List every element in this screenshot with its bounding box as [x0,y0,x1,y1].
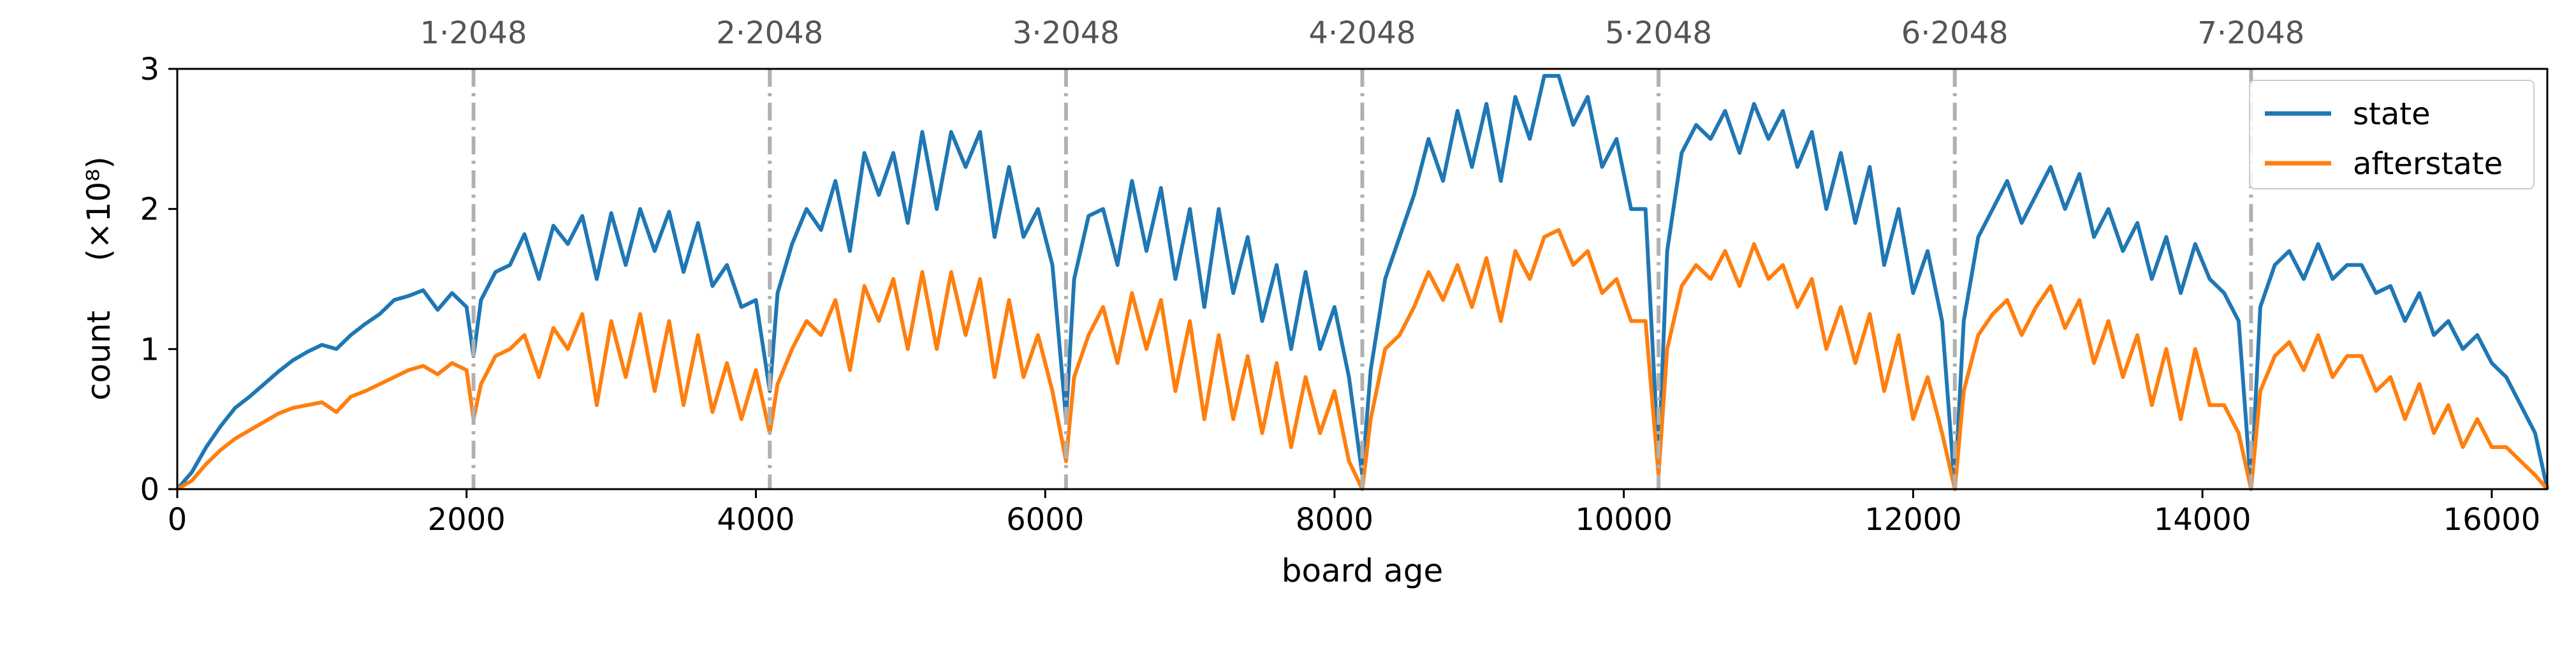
y-axis-ticks: 0 1 2 3 [140,52,177,508]
y-tick-label: 3 [140,52,159,87]
reference-line-label: 7·2048 [2197,15,2304,51]
y-tick-label: 2 [140,192,159,228]
x-tick-label: 6000 [1006,502,1084,538]
x-tick-label: 14000 [2154,502,2251,538]
x-tick-label: 10000 [1575,502,1672,538]
y-axis-multiplier: (×10⁸) [80,156,117,261]
x-tick-label: 2000 [428,502,506,538]
reference-line-label: 2·2048 [716,15,823,51]
x-tick-label: 16000 [2443,502,2541,538]
reference-line-label: 6·2048 [1901,15,2009,51]
reference-lines [471,69,2253,489]
y-tick-label: 1 [140,332,159,367]
reference-line-label: 4·2048 [1309,15,1416,51]
y-tick-label: 0 [140,472,159,508]
plot-frame [176,68,2549,490]
reference-line-label: 5·2048 [1605,15,1712,51]
x-tick-label: 8000 [1296,502,1373,538]
reference-line-label: 3·2048 [1013,15,1120,51]
y-axis-title: count [80,311,117,401]
x-tick-label: 12000 [1864,502,1962,538]
reference-line-labels: 1·2048 2·2048 3·2048 4·2048 5·2048 6·2048 7·20… [420,15,2305,51]
legend-label-state: state [2353,96,2431,132]
x-tick-label: 0 [168,502,187,538]
legend-label-afterstate: afterstate [2353,146,2503,182]
legend: state afterstate [2249,80,2535,189]
reference-line-label: 1·2048 [420,15,527,51]
x-axis-ticks: 0 2000 4000 6000 8000 10000 12000 14000 16000 [168,489,2541,538]
x-tick-label: 4000 [717,502,794,538]
x-axis-title: board age [1282,552,1443,589]
